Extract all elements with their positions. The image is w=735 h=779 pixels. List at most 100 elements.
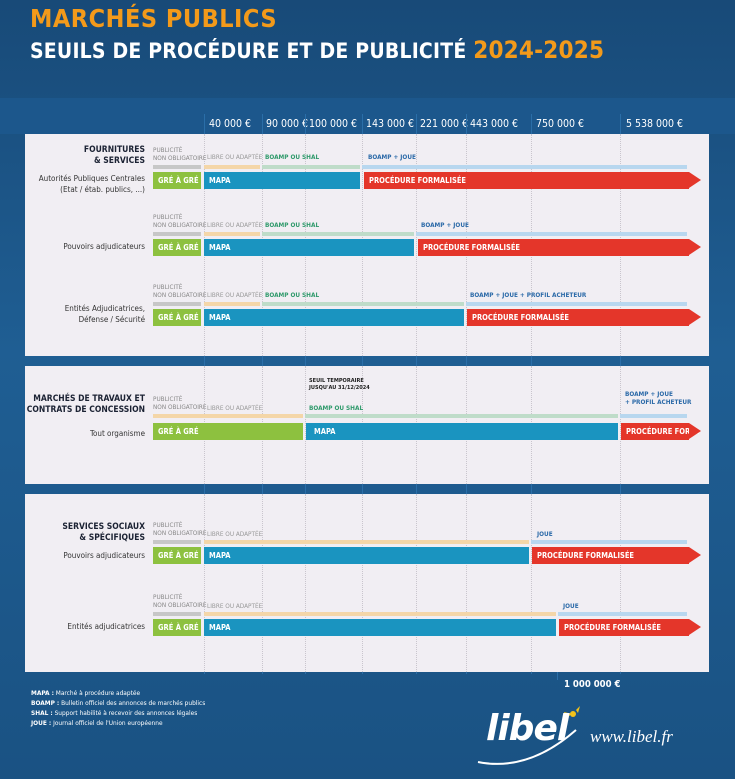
panel-guide [531, 494, 532, 672]
arrow-icon [689, 547, 701, 563]
row-label: Pouvoirs adjudicateurs [63, 242, 145, 251]
pub-boamp-shal: BOAMP OU SHAL [265, 291, 320, 299]
pub-strip [204, 612, 556, 616]
panel-guide [262, 494, 263, 672]
panel-guide [362, 494, 363, 672]
legend-abbr: MAPA : [31, 689, 54, 697]
threshold-1m: 1 000 000 € [564, 679, 621, 690]
legend: MAPA : Marché à procédure adaptée BOAMP … [31, 688, 205, 728]
subtitle: SEUILS DE PROCÉDURE ET DE PUBLICITÉ 2024… [30, 36, 604, 64]
pub-non-obligatoire: PUBLICITÉ NON OBLIGATOIRE [153, 395, 207, 411]
subtitle-text: SEUILS DE PROCÉDURE ET DE PUBLICITÉ [30, 39, 467, 63]
pub-non-obligatoire: PUBLICITÉ NON OBLIGATOIRE [153, 283, 207, 299]
legend-text: Support habilité à recevoir des annonces… [54, 709, 198, 717]
pub-non-obligatoire: PUBLICITÉ NON OBLIGATOIRE [153, 146, 207, 162]
legend-abbr: SHAL : [31, 709, 53, 717]
legend-text: Marché à procédure adaptée [55, 689, 141, 697]
gre-a-gre-bar: GRÉ À GRÉ [153, 619, 201, 636]
pub-boamp-shal: BOAMP OU SHAL [265, 153, 320, 161]
logo-text: libel [486, 708, 569, 749]
gre-a-gre-bar: GRÉ À GRÉ [153, 239, 201, 256]
threshold-100k: 100 000 € [309, 118, 358, 130]
pub-strip [204, 540, 529, 544]
row-label: Entités adjudicatrices [67, 622, 145, 631]
libel-logo: libel [468, 700, 608, 770]
gre-a-gre-bar: GRÉ À GRÉ [153, 172, 201, 189]
formalisee-bar: PROCÉDURE FORMALISÉE [467, 309, 689, 326]
threshold-90k: 90 000 € [266, 118, 309, 130]
arrow-icon [689, 309, 701, 325]
legend-item: JOUE : Journal officiel de l'Union europ… [31, 718, 205, 728]
pub-boamp-shal: BOAMP OU SHAL [265, 221, 320, 229]
pub-strip [153, 414, 303, 418]
main-title: MARCHÉS PUBLICS [30, 4, 278, 33]
arrow-icon [689, 239, 701, 255]
legend-text: Bulletin officiel des annonces de marché… [61, 699, 206, 707]
pub-libre: LIBRE OU ADAPTÉE [207, 602, 263, 610]
section-title-travaux: MARCHÉS DE TRAVAUX ET CONTRATS DE CONCES… [26, 394, 145, 415]
pub-libre: LIBRE OU ADAPTÉE [207, 153, 263, 161]
seuil-temporaire: SEUIL TEMPORAIRE JUSQU'AU 31/12/2024 [309, 378, 370, 391]
panel-guide [466, 494, 467, 672]
threshold-143k: 143 000 € [366, 118, 415, 130]
formalisee-bar: PROCÉDURE FORMALISÉE [364, 172, 689, 189]
pub-strip [204, 165, 260, 169]
pub-strip [531, 540, 687, 544]
pub-non-obligatoire: PUBLICITÉ NON OBLIGATOIRE [153, 213, 207, 229]
pub-libre: LIBRE OU ADAPTÉE [207, 221, 263, 229]
pub-boamp-joue: BOAMP + JOUE [421, 221, 469, 229]
arrow-icon [689, 619, 701, 635]
legend-item: BOAMP : Bulletin officiel des annonces d… [31, 698, 205, 708]
pub-strip [153, 540, 201, 544]
panel-guide [305, 494, 306, 672]
threshold-221k: 221 000 € [420, 118, 469, 130]
website-link[interactable]: www.libel.fr [590, 727, 673, 746]
gre-a-gre-bar: GRÉ À GRÉ [153, 547, 201, 564]
mapa-bar: MAPA [204, 547, 529, 564]
pub-strip [153, 232, 201, 236]
pub-libre: LIBRE OU ADAPTÉE [207, 530, 263, 538]
logo-swoosh-icon [477, 706, 580, 765]
panel-guide [620, 366, 621, 484]
pub-strip [558, 612, 687, 616]
pub-boamp-shal: BOAMP OU SHAL [309, 404, 364, 412]
mapa-bar: MAPA [306, 423, 618, 440]
threshold-band [0, 98, 735, 134]
row-label: Entités Adjudicatrices, Défense / Sécuri… [64, 304, 145, 324]
pub-libre: LIBRE OU ADAPTÉE [207, 404, 263, 412]
million-tick [557, 672, 558, 680]
pub-strip [466, 302, 687, 306]
panel-guide [204, 494, 205, 672]
pub-strip [153, 612, 201, 616]
pub-boamp-joue-profil: BOAMP + JOUE + PROFIL ACHETEUR [470, 291, 587, 299]
legend-text: Journal officiel de l'Union européenne [53, 719, 163, 727]
mapa-bar: MAPA [204, 172, 360, 189]
pub-strip [153, 165, 201, 169]
legend-abbr: JOUE : [31, 719, 52, 727]
pub-strip [204, 302, 260, 306]
pub-non-obligatoire: PUBLICITÉ NON OBLIGATOIRE [153, 593, 207, 609]
pub-strip [204, 232, 260, 236]
threshold-5538k: 5 538 000 € [626, 118, 684, 130]
panel-guide [416, 134, 417, 356]
row-label: Autorités Publiques Centrales (Etat / ét… [38, 174, 145, 194]
formalisee-bar: PROCÉDURE FORMALISÉE [532, 547, 689, 564]
legend-abbr: BOAMP : [31, 699, 60, 707]
mapa-bar: MAPA [204, 309, 464, 326]
pub-non-obligatoire: PUBLICITÉ NON OBLIGATOIRE [153, 521, 207, 537]
pub-strip [620, 414, 687, 418]
pub-boamp-joue: BOAMP + JOUE [368, 153, 416, 161]
section-title-text: FOURNITURES & SERVICES [83, 145, 145, 166]
year-label: 2024-2025 [473, 36, 605, 64]
panel-guide [305, 366, 306, 484]
panel-guide [416, 494, 417, 672]
row-label: Pouvoirs adjudicateurs [63, 551, 145, 560]
pub-joue: JOUE [563, 602, 579, 610]
formalisee-bar: PROCÉDURE FORMALISÉE [418, 239, 689, 256]
section-title-sociaux: SERVICES SOCIAUX & SPÉCIFIQUES [62, 522, 145, 543]
threshold-40k: 40 000 € [209, 118, 252, 130]
gre-a-gre-bar: GRÉ À GRÉ [153, 309, 201, 326]
pub-strip [362, 165, 687, 169]
pub-strip [305, 414, 618, 418]
